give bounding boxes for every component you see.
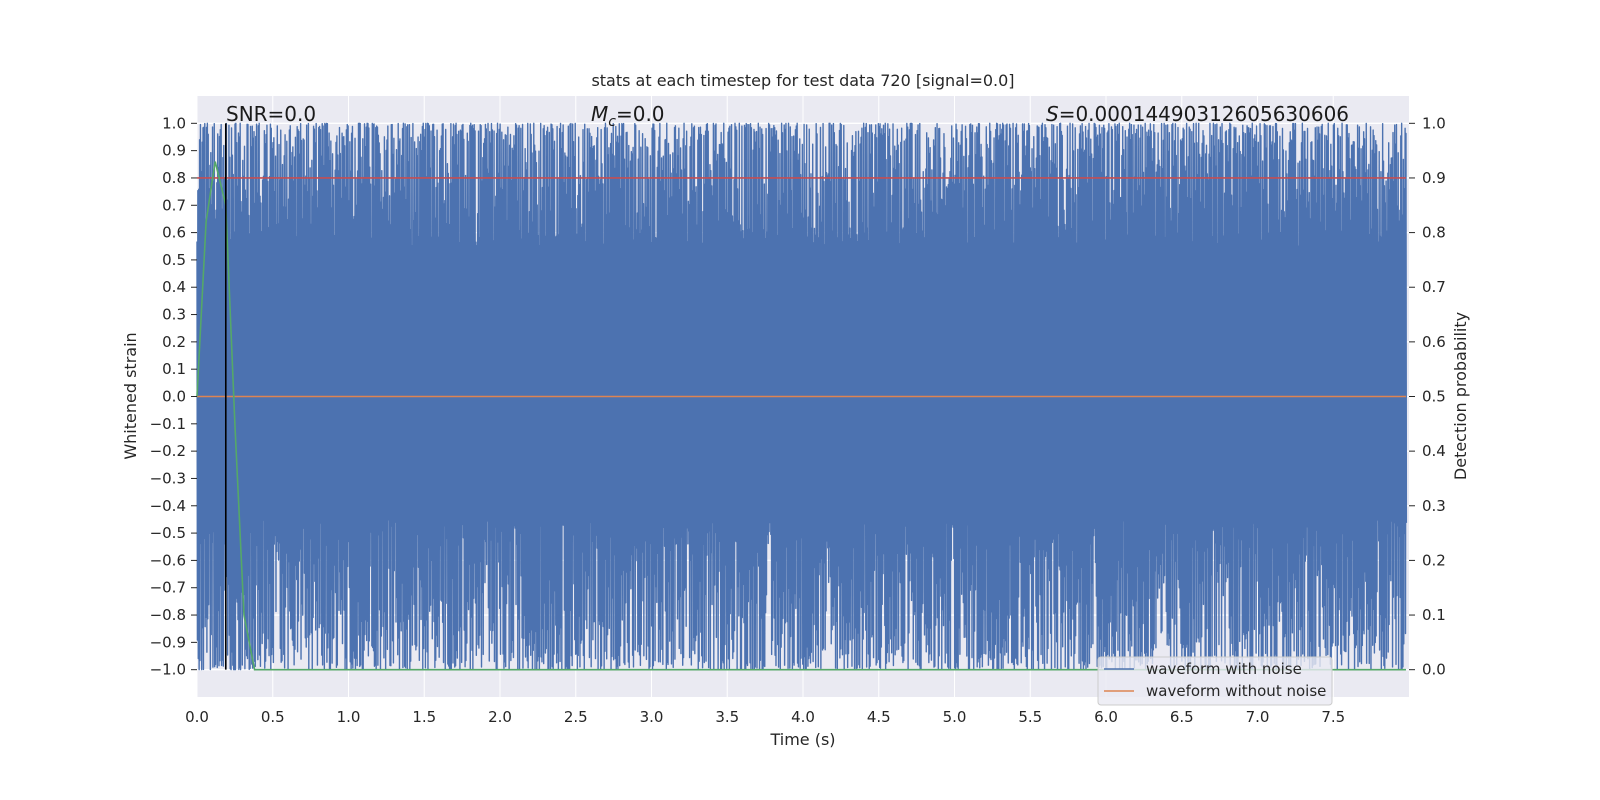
annotation-chirp-mass: Mc=0.0 bbox=[591, 102, 665, 130]
annotation-s: S=0.00014490312605630606 bbox=[1046, 102, 1349, 126]
y-right-tick-label: 1.0 bbox=[1422, 114, 1446, 132]
series-waveform-with-noise bbox=[196, 122, 1408, 671]
x-tick-label: 0.5 bbox=[261, 708, 285, 726]
y-right-tick-label: 0.7 bbox=[1422, 278, 1446, 296]
y-right-tick-label: 0.1 bbox=[1422, 606, 1446, 624]
y-left-tick-label: 0.2 bbox=[162, 333, 186, 351]
y-left-tick-label: −0.8 bbox=[150, 606, 186, 624]
y-right-tick-label: 0.5 bbox=[1422, 388, 1446, 406]
x-tick-label: 3.0 bbox=[640, 708, 664, 726]
y-axis-label-left: Whitened strain bbox=[121, 332, 140, 459]
chart-title: stats at each timestep for test data 720… bbox=[591, 71, 1014, 90]
annotation-snr: SNR=0.0 bbox=[226, 102, 316, 126]
x-tick-label: 5.5 bbox=[1018, 708, 1042, 726]
y-left-tick-label: −0.4 bbox=[150, 497, 186, 515]
y-left-tick-label: −0.2 bbox=[150, 442, 186, 460]
y-left-tick-label: −0.7 bbox=[150, 579, 186, 597]
x-tick-label: 3.5 bbox=[715, 708, 739, 726]
x-tick-label: 1.0 bbox=[337, 708, 361, 726]
legend-box bbox=[1097, 656, 1333, 706]
y-left-tick-label: 0.1 bbox=[162, 360, 186, 378]
y-left-tick-label: 0.6 bbox=[162, 224, 186, 242]
y-right-tick-label: 0.6 bbox=[1422, 333, 1446, 351]
x-tick-label: 1.5 bbox=[412, 708, 436, 726]
legend: waveform with noise waveform without noi… bbox=[1097, 656, 1333, 706]
y-left-tick-label: 0.5 bbox=[162, 251, 186, 269]
waveform-with-noise-line bbox=[196, 122, 1408, 671]
y-left-tick-label: −1.0 bbox=[150, 661, 186, 679]
legend-label-clean: waveform without noise bbox=[1146, 682, 1326, 700]
y-left-tick-label: 0.7 bbox=[162, 196, 186, 214]
x-tick-label: 2.0 bbox=[488, 708, 512, 726]
y-left-tick-label: 0.9 bbox=[162, 142, 186, 160]
x-tick-label: 0.0 bbox=[185, 708, 209, 726]
y-left-tick-label: 0.0 bbox=[162, 388, 186, 406]
axis-ticks: 0.0 0.5 1.0 1.5 2.0 2.5 3.0 3.5 4.0 4.5 5.0 5.5 6.0 6… bbox=[150, 114, 1446, 726]
y-left-tick-label: −0.1 bbox=[150, 415, 186, 433]
y-axis-label-right: Detection probability bbox=[1451, 312, 1470, 480]
x-tick-label: 2.5 bbox=[564, 708, 588, 726]
x-tick-label: 4.0 bbox=[791, 708, 815, 726]
y-right-tick-label: 0.2 bbox=[1422, 551, 1446, 569]
y-left-tick-label: −0.5 bbox=[150, 524, 186, 542]
legend-label-noise: waveform with noise bbox=[1146, 660, 1302, 678]
y-right-tick-label: 0.0 bbox=[1422, 661, 1446, 679]
detection-probability-line bbox=[196, 161, 1406, 671]
x-tick-label: 4.5 bbox=[867, 708, 891, 726]
y-left-tick-label: −0.6 bbox=[150, 551, 186, 569]
x-tick-label: 7.5 bbox=[1321, 708, 1345, 726]
y-left-tick-label: 1.0 bbox=[162, 114, 186, 132]
y-right-tick-label: 0.9 bbox=[1422, 169, 1446, 187]
y-left-tick-label: −0.9 bbox=[150, 633, 186, 651]
y-right-tick-label: 0.4 bbox=[1422, 442, 1446, 460]
x-tick-label: 6.0 bbox=[1094, 708, 1118, 726]
y-left-tick-label: 0.8 bbox=[162, 169, 186, 187]
y-right-tick-label: 0.3 bbox=[1422, 497, 1446, 515]
y-left-tick-label: 0.3 bbox=[162, 306, 186, 324]
y-left-tick-label: −0.3 bbox=[150, 469, 186, 487]
x-tick-label: 6.5 bbox=[1170, 708, 1194, 726]
x-tick-label: 7.0 bbox=[1246, 708, 1270, 726]
y-right-tick-label: 0.8 bbox=[1422, 224, 1446, 242]
series-lines bbox=[196, 123, 1406, 671]
x-axis-label: Time (s) bbox=[769, 730, 835, 749]
y-left-tick-label: 0.4 bbox=[162, 278, 186, 296]
x-tick-label: 5.0 bbox=[943, 708, 967, 726]
